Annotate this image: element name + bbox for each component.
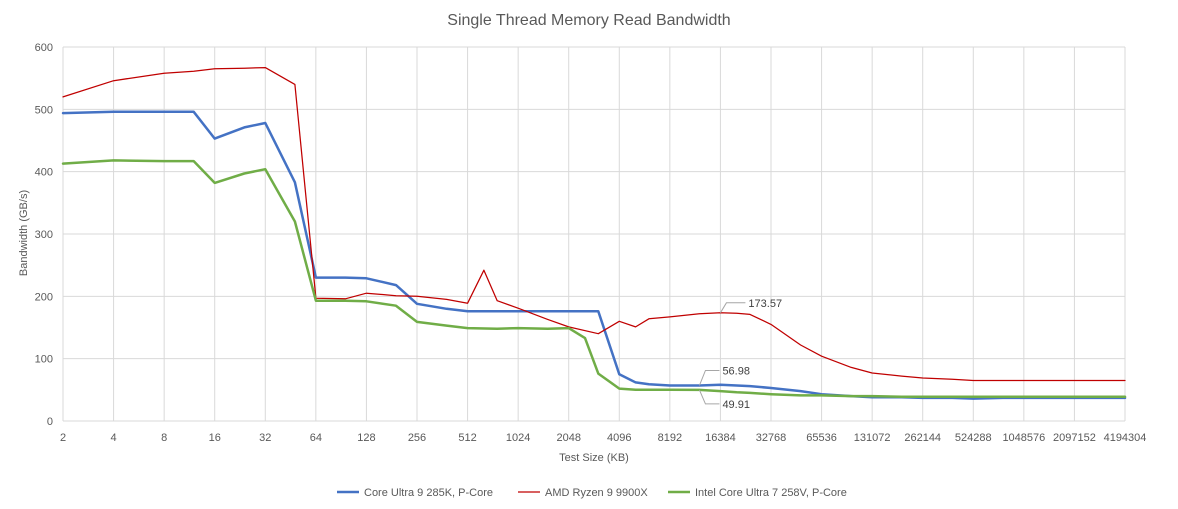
y-tick-labels: 0 100 200 300 400 500 600 xyxy=(35,42,53,428)
x-tick-label: 8 xyxy=(161,432,167,444)
x-tick-label: 128 xyxy=(357,432,375,444)
x-tick-label: 512 xyxy=(458,432,476,444)
annotation-label: 56.98 xyxy=(722,365,750,377)
x-tick-label: 4096 xyxy=(607,432,631,444)
x-tick-label: 131072 xyxy=(854,432,891,444)
annotation-label: 49.91 xyxy=(722,399,750,411)
annotation-leader xyxy=(698,369,720,386)
data-annotations: 173.57 56.98 49.91 xyxy=(698,298,782,411)
x-tick-label: 4 xyxy=(111,432,117,444)
x-tick-label: 16384 xyxy=(705,432,736,444)
x-tick-label: 2 xyxy=(60,432,66,444)
x-tick-label: 32768 xyxy=(756,432,787,444)
x-tick-label: 64 xyxy=(310,432,322,444)
series-line-2 xyxy=(62,66,1126,382)
y-tick-label: 0 xyxy=(47,416,53,428)
x-tick-labels: 2 4 8 16 32 64 128 256 512 1024 2048 4096 8192 16384 3… xyxy=(60,432,1146,444)
y-tick-label: 400 xyxy=(35,167,53,179)
legend: Core Ultra 9 285K, P-Core AMD Ryzen 9 990… xyxy=(337,487,847,499)
x-tick-label: 8192 xyxy=(658,432,682,444)
y-tick-label: 600 xyxy=(35,42,53,54)
y-tick-label: 200 xyxy=(35,291,53,303)
x-axis-title: Test Size (KB) xyxy=(559,452,629,464)
series-line-3 xyxy=(61,159,1127,398)
annotation-leader xyxy=(698,389,720,405)
x-tick-label: 1048576 xyxy=(1002,432,1045,444)
gridlines xyxy=(62,46,1126,422)
x-tick-label: 2097152 xyxy=(1053,432,1096,444)
x-tick-label: 65536 xyxy=(806,432,837,444)
legend-label: AMD Ryzen 9 9900X xyxy=(545,487,648,499)
y-tick-label: 300 xyxy=(35,229,53,241)
series-lines xyxy=(61,66,1127,400)
chart-title: Single Thread Memory Read Bandwidth xyxy=(447,12,730,29)
y-tick-label: 500 xyxy=(35,104,53,116)
x-tick-label: 4194304 xyxy=(1104,432,1147,444)
x-tick-label: 262144 xyxy=(904,432,941,444)
legend-label: Intel Core Ultra 7 258V, P-Core xyxy=(695,487,847,499)
annotation-leader xyxy=(719,302,746,314)
x-tick-label: 32 xyxy=(259,432,271,444)
x-tick-label: 16 xyxy=(209,432,221,444)
x-tick-label: 1024 xyxy=(506,432,530,444)
legend-label: Core Ultra 9 285K, P-Core xyxy=(364,487,493,499)
annotation-label: 173.57 xyxy=(748,298,782,310)
x-tick-label: 524288 xyxy=(955,432,992,444)
series-line-1 xyxy=(61,110,1127,400)
y-tick-label: 100 xyxy=(35,354,53,366)
x-tick-label: 2048 xyxy=(556,432,580,444)
y-axis-title: Bandwidth (GB/s) xyxy=(18,190,30,276)
x-tick-label: 256 xyxy=(408,432,426,444)
